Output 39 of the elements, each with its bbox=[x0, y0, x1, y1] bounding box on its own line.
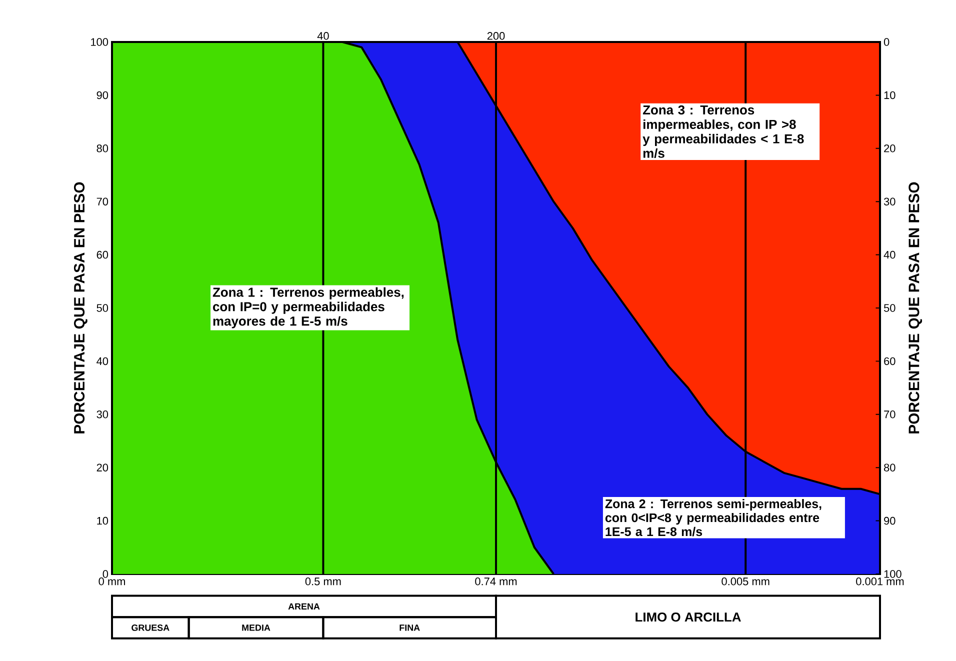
x-tick-label: 0.005 mm bbox=[722, 578, 770, 586]
x-tick-label: 0 mm bbox=[98, 578, 125, 586]
y-tick-label: 50 bbox=[96, 304, 108, 312]
annotation: Zona 1 : Terrenos permeables, con IP=0 y permeabilidades mayores de 1 E-5 m/s bbox=[212, 287, 404, 328]
y-tick-label: 20 bbox=[96, 464, 108, 472]
y2-tick-label: 80 bbox=[884, 464, 896, 472]
y2-tick-label: 70 bbox=[884, 410, 896, 418]
y-tick-label: 40 bbox=[96, 357, 108, 366]
annotation: Zona 3 : Terrenos impermeables, con IP >8 y permeabilidades < 1 E-8 m/s bbox=[642, 105, 804, 158]
y2-tick-label: 90 bbox=[884, 516, 896, 525]
text: 40 bbox=[317, 32, 329, 40]
x-tick-label: 0.74 mm bbox=[475, 578, 517, 586]
y2-tick-label: 10 bbox=[884, 91, 896, 100]
y2-tick-label: 0 bbox=[884, 38, 890, 46]
y2-tick-label: 40 bbox=[884, 250, 896, 259]
y-tick-label: 70 bbox=[96, 198, 108, 206]
text: LIMO O ARCILLA bbox=[636, 612, 741, 622]
y-tick-label: 30 bbox=[96, 410, 108, 418]
y2-tick-label: 60 bbox=[884, 357, 896, 366]
y-tick-label: 0 bbox=[102, 570, 108, 578]
y2-tick-label: 20 bbox=[884, 144, 896, 152]
y2-tick-label: 30 bbox=[884, 198, 896, 206]
y-tick-label: 100 bbox=[91, 38, 108, 46]
y-tick-label: 10 bbox=[97, 516, 108, 525]
x-tick-label: 0.5 mm bbox=[305, 578, 341, 586]
y-tick-label: 90 bbox=[96, 91, 108, 100]
annotation: Zona 2 : Terrenos semi-permeables, con 0<IP<8 y permeabilidades entre 1E-5 a 1 E-8 m/s bbox=[605, 499, 822, 536]
y2-tick-label: 100 bbox=[884, 570, 902, 578]
text: GRUESA bbox=[132, 624, 170, 631]
text: FINA bbox=[400, 624, 420, 631]
y-tick-label: 80 bbox=[96, 144, 108, 152]
text: ARENA bbox=[288, 603, 320, 610]
y2-axis-title: PORCENTAJE QUE PASA EN PESO bbox=[908, 182, 922, 434]
y-tick-label: 60 bbox=[96, 250, 108, 259]
text: MEDIA bbox=[242, 624, 270, 631]
text: 200 bbox=[487, 32, 505, 40]
y2-tick-label: 50 bbox=[884, 304, 896, 312]
x-tick-label: 0.001 mm bbox=[856, 578, 904, 586]
y-axis-title: PORCENTAJE QUE PASA EN PESO bbox=[74, 182, 88, 434]
